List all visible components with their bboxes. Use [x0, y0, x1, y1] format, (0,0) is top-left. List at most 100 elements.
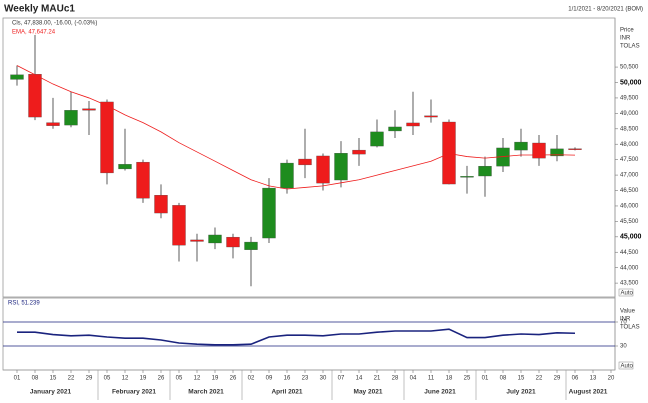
y-tick-label: 46,000 — [620, 204, 639, 210]
legend-label: RSI, 51.239 — [8, 301, 40, 307]
x-tick-label: 06 — [572, 376, 579, 382]
candle-body — [352, 149, 366, 155]
candle-body — [262, 187, 276, 239]
x-tick-label: 12 — [122, 376, 129, 382]
y-tick-label: 49,500 — [620, 96, 639, 102]
x-tick-label: 13 — [590, 376, 597, 382]
candle-body — [460, 176, 474, 178]
candle-body — [100, 101, 114, 174]
candle-body — [226, 236, 240, 248]
x-tick-label: 21 — [374, 376, 381, 382]
candle-body — [550, 148, 564, 157]
x-tick-label: 12 — [194, 376, 201, 382]
x-tick-label: 29 — [554, 376, 561, 382]
x-tick-label: 05 — [176, 376, 183, 382]
x-tick-label: 14 — [356, 376, 363, 382]
x-tick-label: 09 — [266, 376, 273, 382]
candle-body — [424, 115, 438, 118]
auto-label: Auto — [621, 290, 634, 296]
candle-body — [532, 142, 546, 159]
x-tick-label: 23 — [302, 376, 309, 382]
y-tick-label: 43,500 — [620, 281, 639, 287]
candle-body — [568, 148, 582, 150]
candle-body — [118, 164, 132, 170]
x-tick-label: 04 — [410, 376, 417, 382]
candle-body — [298, 158, 312, 166]
y-tick-label: 44,500 — [620, 250, 639, 256]
month-label: May 2021 — [354, 389, 383, 396]
y-tick-label: 47,000 — [620, 173, 639, 179]
y-tick-label: 50,000 — [620, 79, 642, 86]
month-label: February 2021 — [112, 389, 156, 396]
x-tick-label: 15 — [50, 376, 57, 382]
month-label: June 2021 — [424, 389, 456, 396]
y-tick-label: 44,000 — [620, 265, 639, 271]
date-range: 1/1/2021 - 8/20/2021 (BOM) — [568, 7, 643, 13]
candle-body — [244, 241, 258, 250]
x-tick-label: 11 — [428, 376, 435, 382]
candle-body — [514, 141, 528, 151]
candle-body — [334, 153, 348, 181]
y-tick-label: 48,000 — [620, 142, 639, 148]
candle-body — [478, 165, 492, 177]
x-tick-label: 29 — [86, 376, 93, 382]
candle-body — [208, 234, 222, 244]
month-label: August 2021 — [569, 389, 608, 396]
candle-body — [316, 155, 330, 184]
candle-body — [190, 239, 204, 242]
y-tick-label: 70 — [620, 320, 627, 326]
axis-label: Price — [620, 28, 634, 34]
month-label: January 2021 — [30, 389, 72, 396]
candle-body — [82, 108, 96, 111]
x-tick-label: 01 — [14, 376, 21, 382]
auto-button — [618, 361, 634, 370]
x-tick-label: 18 — [446, 376, 453, 382]
line-1-0 — [17, 328, 576, 346]
x-tick-label: 22 — [68, 376, 75, 382]
axis-label: INR — [620, 36, 631, 42]
candle-body — [406, 122, 420, 127]
candle-body — [136, 161, 150, 199]
axis-label: TOLAS — [620, 325, 640, 331]
candle-body — [28, 74, 42, 118]
candle-body — [442, 121, 456, 185]
legend-label: EMA, 47,647.24 — [12, 30, 56, 36]
y-tick-label: 49,000 — [620, 111, 639, 117]
month-label: April 2021 — [271, 389, 302, 396]
y-tick-label: 50,500 — [620, 65, 639, 71]
y-tick-label: 30 — [620, 344, 627, 350]
x-tick-label: 07 — [338, 376, 345, 382]
month-label: March 2021 — [188, 389, 224, 396]
y-tick-label: 47,500 — [620, 157, 639, 163]
chart-title: Weekly MAUc1 — [4, 4, 75, 15]
x-tick-label: 28 — [392, 376, 399, 382]
x-tick-label: 25 — [464, 376, 471, 382]
auto-button — [618, 288, 634, 297]
y-tick-label: 45,500 — [620, 219, 639, 225]
x-tick-label: 26 — [158, 376, 165, 382]
x-tick-label: 02 — [248, 376, 255, 382]
axis-label: INR — [620, 317, 631, 323]
auto-label: Auto — [621, 363, 634, 369]
x-tick-label: 26 — [230, 376, 237, 382]
candle-body — [280, 162, 294, 189]
x-tick-label: 19 — [140, 376, 147, 382]
x-tick-label: 22 — [536, 376, 543, 382]
y-tick-label: 46,500 — [620, 188, 639, 194]
candle-body — [64, 110, 78, 126]
line-0-0 — [16, 65, 576, 190]
x-tick-label: 05 — [104, 376, 111, 382]
candle-body — [370, 131, 384, 147]
candle-body — [388, 126, 402, 132]
y-tick-label: 48,500 — [620, 126, 639, 132]
y-tick-label: 45,000 — [620, 234, 642, 241]
axis-label: Value — [620, 309, 636, 315]
candle-body — [154, 195, 168, 214]
x-tick-label: 19 — [212, 376, 219, 382]
legend-label: Cls, 47,838.00, -16.00, (-0.03%) — [12, 21, 97, 27]
candle-body — [46, 122, 60, 126]
x-tick-label: 30 — [320, 376, 327, 382]
month-label: July 2021 — [506, 389, 536, 396]
